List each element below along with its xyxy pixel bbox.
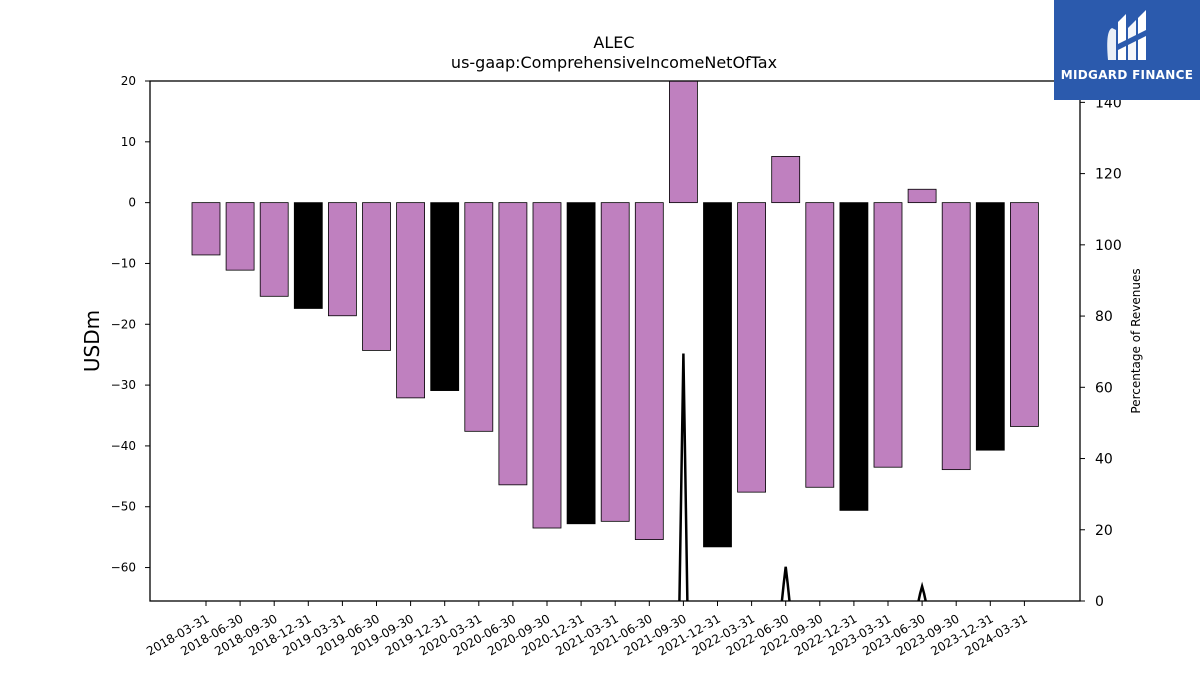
bar-2020-09-30 [532,202,562,529]
bar-2024-03-31 [1010,202,1039,427]
bar-2021-03-31 [600,202,630,522]
bar-2023-12-31 [975,202,1005,451]
revenue-pct-spike [917,581,927,601]
logo-mark-icon [1107,10,1146,60]
bar-2020-12-31 [566,202,596,525]
bar-2019-06-30 [362,202,391,351]
chart-title: ALEC [593,33,634,52]
revenue-pct-spike [678,353,689,601]
bar-2020-06-30 [498,202,528,486]
bar-2023-06-30 [907,188,937,204]
y-tick-label: 20 [121,74,136,88]
bar-2023-09-30 [941,202,971,471]
y-axis: 20 10 0 −10 −20 −30 −40 −50 −60 [111,74,150,575]
bar-2019-03-31 [327,202,357,317]
y-tick-label: −30 [111,378,136,392]
bar-2021-12-31 [703,202,732,548]
bar-2018-06-30 [225,202,255,271]
y2-tick-label: 40 [1095,452,1113,468]
revenue-pct-spike [780,566,791,601]
y-tick-label: −10 [111,256,136,270]
bar-2018-12-31 [293,202,323,309]
y-axis-label: USDm [80,310,104,372]
x-axis: 2018-03-312018-06-302018-09-302018-12-31… [144,601,1030,658]
y2-tick-label: 80 [1095,309,1113,325]
y-tick-label: 0 [128,196,136,210]
bar-2018-09-30 [259,202,289,297]
y-tick-label: −40 [111,439,136,453]
midgard-finance-logo: MIDGARD FINANCE [1054,0,1200,100]
y-tick-label: −60 [111,561,136,575]
bar-2023-03-31 [873,202,903,468]
bar-2022-03-31 [737,202,766,493]
revenue-pct-line-group [678,353,927,601]
y2-tick-label: 120 [1095,167,1122,183]
bars-group [191,81,1039,548]
bar-2018-03-31 [191,202,221,256]
chart-subtitle: us-gaap:ComprehensiveIncomeNetOfTax [451,53,777,72]
y2-tick-label: 100 [1095,238,1122,254]
y2-tick-label: 0 [1095,594,1104,610]
bar-2021-06-30 [634,202,664,540]
bar-2022-09-30 [805,202,835,488]
bar-2022-12-31 [839,202,869,511]
y2-tick-label: 20 [1095,523,1113,539]
logo-text: MIDGARD FINANCE [1060,68,1194,82]
bar-2022-06-30 [771,156,801,204]
bar-2020-03-31 [464,202,494,432]
y2-tick-label: 60 [1095,380,1113,396]
plot-frame [149,80,1081,602]
y2-axis-label: Percentage of Revenues [1129,268,1143,413]
bar-2019-09-30 [396,202,426,399]
y-tick-label: −50 [111,500,136,514]
bar-2021-09-30 [669,81,698,204]
bar-2019-12-31 [430,202,460,391]
y-tick-label: 10 [121,135,136,149]
y-tick-label: −20 [111,317,136,331]
